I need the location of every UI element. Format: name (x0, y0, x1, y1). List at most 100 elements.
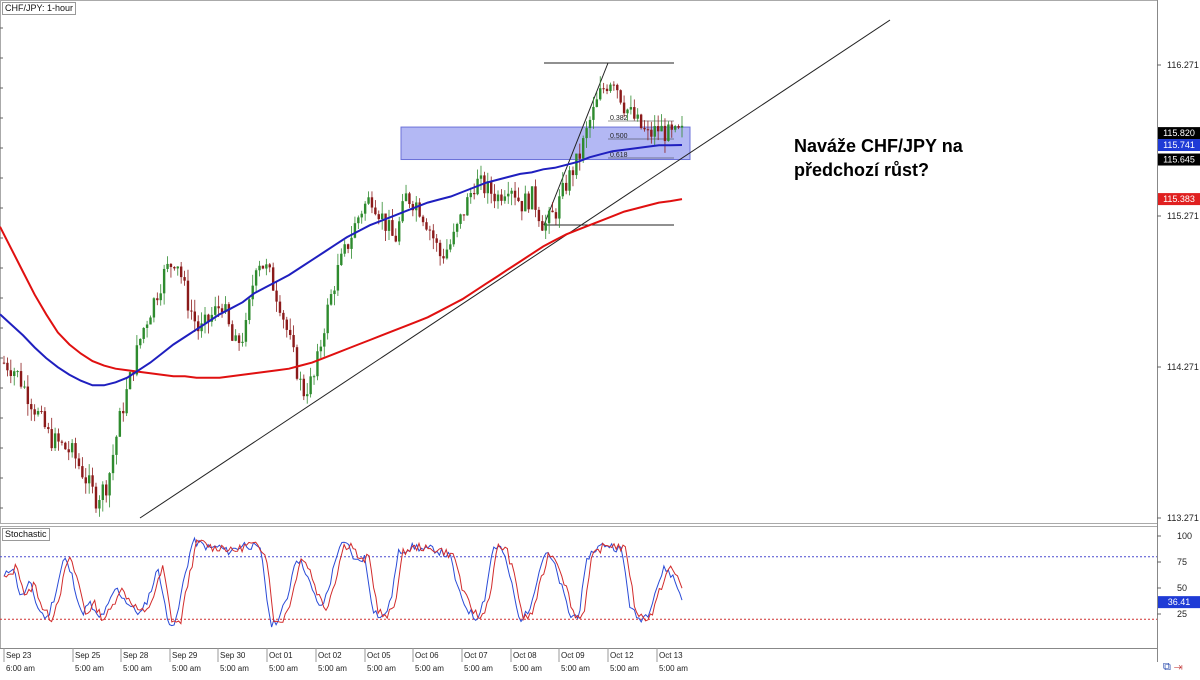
candle-body (60, 441, 64, 443)
candle-body (340, 253, 343, 265)
candle-body (401, 201, 404, 222)
candle-body (261, 265, 265, 269)
candle-body (653, 126, 656, 137)
candle-body (193, 311, 196, 322)
chart-title: CHF/JPY: 1-hour (2, 2, 77, 15)
candle-body (575, 153, 578, 176)
candle-body (513, 190, 517, 198)
candle-body (84, 477, 87, 484)
candle-body (445, 249, 449, 259)
link-icon[interactable]: ⧉ (1163, 661, 1171, 673)
candle-body (333, 290, 336, 295)
candle-body (220, 308, 224, 313)
candle-body (258, 265, 261, 271)
candle-body (360, 213, 363, 218)
stoch-d-line (3, 538, 683, 625)
candle-body (254, 270, 258, 286)
price-tag-label: 115.741 (1163, 140, 1195, 150)
candle-body (271, 267, 275, 291)
candle-body (534, 186, 537, 210)
candle-body (428, 229, 432, 231)
time-label-date: Sep 30 (220, 651, 246, 660)
fib-level-label: 0.382 (610, 115, 628, 122)
time-label-hour: 5:00 am (367, 664, 396, 673)
candle-body (101, 484, 105, 500)
candle-body (449, 244, 452, 250)
candle-body (105, 484, 108, 496)
time-label-hour: 5:00 am (318, 664, 347, 673)
candle-body (323, 333, 326, 347)
candle-body (74, 443, 77, 459)
annotation-line-1: Naváže CHF/JPY na (794, 136, 963, 156)
candle-body (438, 242, 442, 257)
time-label-hour: 5:00 am (464, 664, 493, 673)
candle-body (599, 88, 602, 100)
candle-body (564, 182, 568, 191)
candle-body (612, 84, 616, 86)
candle-body (530, 186, 534, 210)
candle-body (2, 362, 6, 364)
candle-body (394, 235, 398, 242)
candle-body (411, 204, 415, 211)
time-label-hour: 5:00 am (513, 664, 542, 673)
candle-body (357, 217, 360, 224)
candle-body (633, 107, 636, 119)
candle-body (619, 90, 622, 103)
candle-body (9, 370, 13, 377)
candle-body (268, 264, 271, 268)
candle-body (442, 256, 445, 259)
candle-body (125, 389, 128, 414)
time-label-hour: 6:00 am (6, 664, 35, 673)
time-label-hour: 5:00 am (561, 664, 590, 673)
candle-body (241, 341, 244, 343)
candle-body (541, 221, 544, 231)
stoch-current-badge (1158, 596, 1200, 609)
stoch-tick-label: 50 (1177, 583, 1187, 593)
candle-body (336, 264, 340, 291)
candle-body (251, 285, 254, 300)
candle-body (19, 371, 23, 387)
candle-body (207, 314, 210, 322)
close-arrows-icon[interactable]: ⇥ (1173, 661, 1183, 673)
candle-body (408, 193, 411, 205)
candle-body (629, 107, 633, 110)
candle-body (370, 197, 374, 208)
candle-body (87, 475, 91, 484)
candle-body (568, 170, 571, 191)
candle-body (288, 329, 292, 336)
stochastic-plot-frame (0, 526, 1158, 649)
candle-body (77, 458, 81, 467)
uptrend-line (139, 19, 891, 519)
candle-body (224, 304, 227, 313)
time-label-date: Oct 07 (464, 651, 488, 660)
time-label-date: Sep 29 (172, 651, 198, 660)
candle-body (650, 129, 653, 137)
candle-body (265, 264, 268, 269)
time-label-hour: 5:00 am (75, 664, 104, 673)
chart-annotation: Naváže CHF/JPY na předchozí růst? (794, 134, 963, 182)
candle-body (490, 181, 493, 194)
candle-body (680, 125, 684, 128)
candle-body (663, 125, 667, 142)
resistance-zone (400, 126, 691, 161)
candle-body (363, 203, 367, 214)
candle-body (139, 338, 142, 346)
candle-body (561, 182, 564, 197)
candle-body (418, 202, 421, 217)
candle-body (455, 223, 459, 232)
candle-body (94, 486, 98, 509)
candle-body (404, 193, 408, 202)
candle-body (602, 88, 605, 90)
price-tag-label: 115.645 (1163, 155, 1195, 165)
candle-body (398, 221, 401, 242)
candle-body (142, 327, 145, 339)
candle-body (111, 454, 115, 474)
time-label-date: Sep 25 (75, 651, 101, 660)
candle-body (554, 212, 558, 219)
candle-body (656, 126, 660, 132)
time-label-hour: 5:00 am (269, 664, 298, 673)
candle-body (517, 197, 520, 202)
candle-body (203, 314, 207, 324)
corner-icons[interactable]: ⧉ ⇥ (1163, 661, 1183, 674)
